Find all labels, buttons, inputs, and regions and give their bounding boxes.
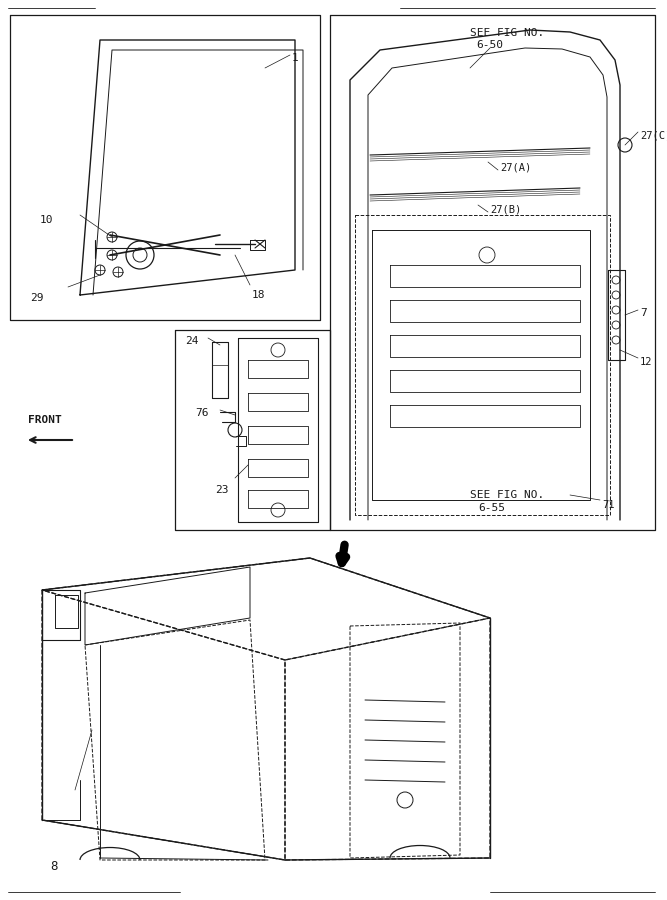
Text: 27(A): 27(A) (500, 162, 531, 172)
Text: SEE FIG NO.: SEE FIG NO. (470, 28, 544, 38)
Text: 8: 8 (50, 860, 57, 873)
Text: 27(C): 27(C) (640, 130, 667, 140)
Text: 27(B): 27(B) (490, 205, 521, 215)
Text: 6-55: 6-55 (478, 503, 505, 513)
Text: 10: 10 (40, 215, 53, 225)
Text: 1: 1 (292, 53, 299, 63)
Text: 29: 29 (30, 293, 43, 303)
Text: 7: 7 (640, 308, 647, 318)
Text: 6-50: 6-50 (476, 40, 503, 50)
Text: FRONT: FRONT (28, 415, 62, 425)
Text: 24: 24 (185, 336, 199, 346)
Text: 12: 12 (640, 357, 652, 367)
Text: 71: 71 (602, 500, 614, 510)
Text: SEE FIG NO.: SEE FIG NO. (470, 490, 544, 500)
Text: 18: 18 (252, 290, 265, 300)
Text: 23: 23 (215, 485, 229, 495)
Text: 76: 76 (195, 408, 209, 418)
